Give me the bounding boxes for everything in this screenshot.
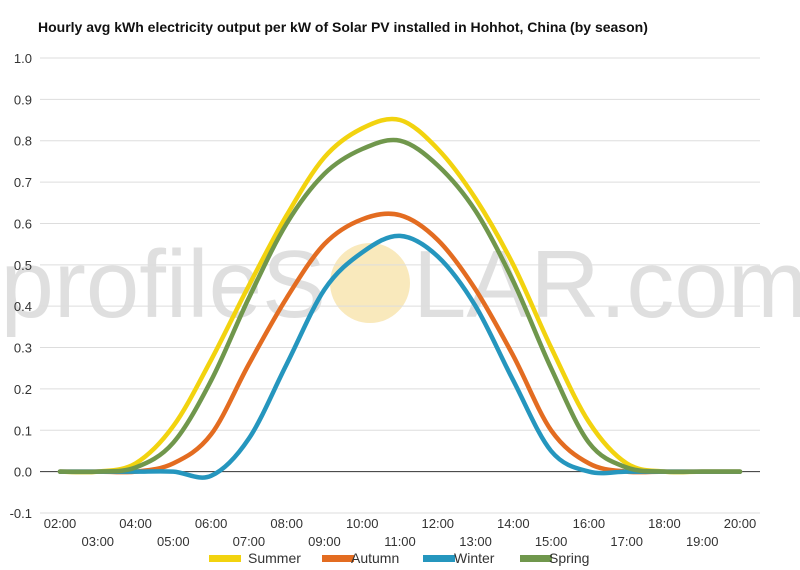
legend-swatch-spring	[520, 555, 552, 562]
legend-swatch-summer	[209, 555, 241, 562]
y-tick-label: 0.9	[14, 92, 32, 107]
legend: Summer Autumn Winter Spring	[209, 550, 589, 566]
x-tick-label: 09:00	[308, 534, 341, 549]
x-tick-label: 02:00	[44, 516, 77, 531]
series-line-spring	[57, 137, 743, 475]
chart-title: Hourly avg kWh electricity output per kW…	[38, 19, 648, 35]
legend-swatch-winter	[423, 555, 455, 562]
x-tick-label: 06:00	[195, 516, 228, 531]
x-tick-label: 10:00	[346, 516, 379, 531]
x-tick-label: 19:00	[686, 534, 719, 549]
x-tick-label: 04:00	[119, 516, 152, 531]
y-tick-label: 0.0	[14, 465, 32, 480]
x-tick-label: 18:00	[648, 516, 681, 531]
y-tick-label: -0.1	[10, 506, 32, 521]
series-line-summer	[57, 116, 743, 475]
y-tick-label: 0.4	[14, 299, 32, 314]
series-line-winter	[57, 233, 743, 480]
watermark-sun-icon	[330, 243, 410, 323]
watermark-text-left: profileS	[1, 231, 327, 338]
x-tick-label: 20:00	[724, 516, 757, 531]
y-tick-label: 1.0	[14, 51, 32, 66]
x-tick-label: 13:00	[459, 534, 492, 549]
x-tick-label: 15:00	[535, 534, 568, 549]
x-tick-label: 05:00	[157, 534, 190, 549]
x-tick-label: 16:00	[573, 516, 606, 531]
y-tick-label: 0.6	[14, 216, 32, 231]
grid	[40, 57, 760, 514]
watermark-text-right: LAR.com	[413, 231, 800, 338]
legend-label-summer: Summer	[248, 550, 301, 566]
y-tick-label: 0.7	[14, 175, 32, 190]
watermark: profileS LAR.com	[1, 231, 800, 338]
y-tick-label: 0.5	[14, 258, 32, 273]
legend-swatch-autumn	[322, 555, 354, 562]
y-tick-label: 0.3	[14, 341, 32, 356]
x-tick-label: 12:00	[422, 516, 455, 531]
x-tick-label: 07:00	[233, 534, 266, 549]
y-axis: -0.1 0.0 0.1 0.2 0.3 0.4 0.5 0.6 0.7 0.8 0.9 1.0	[10, 51, 32, 521]
x-axis: 02:00 03:00 04:00 05:00 06:00 07:00 08:00 09:00…	[44, 516, 757, 549]
x-tick-label: 11:00	[384, 534, 416, 549]
x-tick-label: 17:00	[610, 534, 643, 549]
x-tick-label: 08:00	[270, 516, 303, 531]
y-tick-label: 0.1	[14, 423, 32, 438]
y-tick-label: 0.2	[14, 382, 32, 397]
legend-label-autumn: Autumn	[351, 550, 399, 566]
x-tick-label: 14:00	[497, 516, 530, 531]
legend-label-winter: Winter	[454, 550, 495, 566]
x-tick-label: 03:00	[82, 534, 115, 549]
y-tick-label: 0.8	[14, 134, 32, 149]
legend-label-spring: Spring	[549, 550, 589, 566]
series-lines	[57, 116, 743, 480]
